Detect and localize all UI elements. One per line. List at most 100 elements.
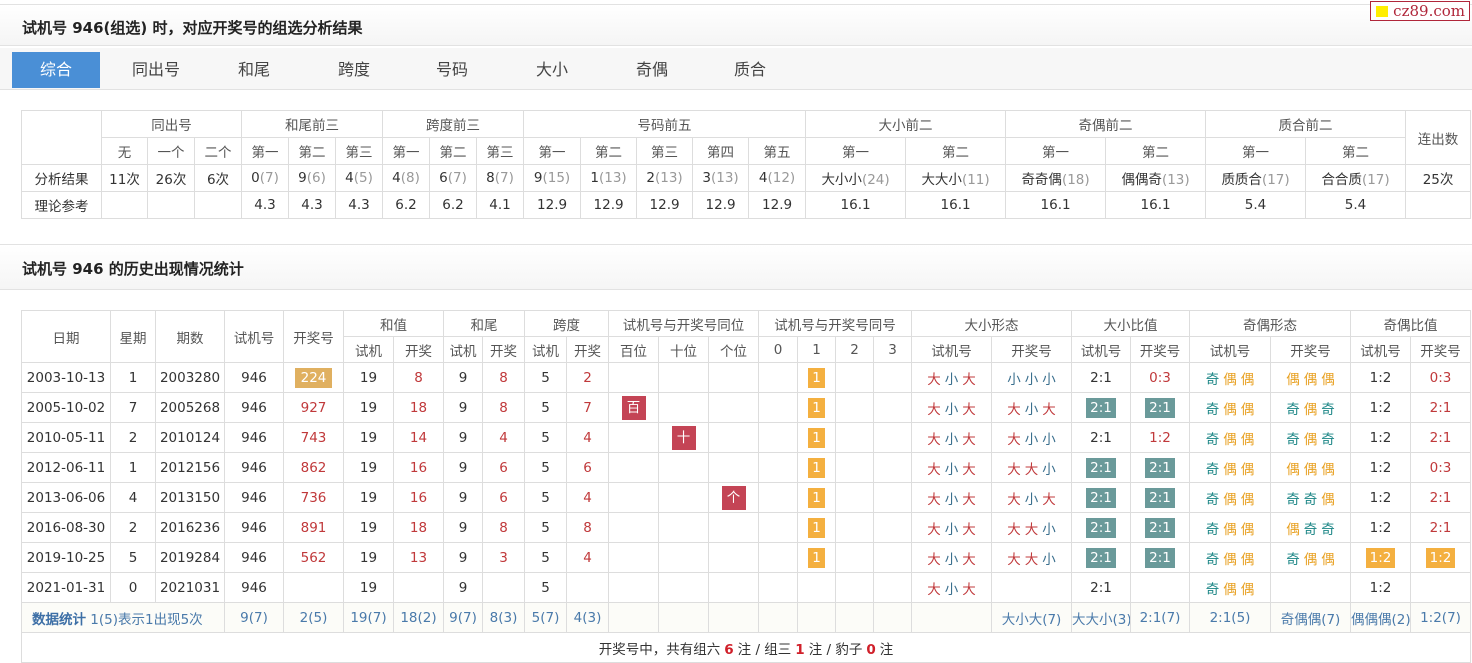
result-count: (13) bbox=[1161, 172, 1190, 188]
span-draw-cell: 4 bbox=[566, 422, 609, 453]
tail-test-cell-value: 9 bbox=[458, 429, 468, 446]
pattern-char: 偶 bbox=[1286, 371, 1300, 388]
date-cell: 2016-08-30 bbox=[21, 512, 111, 543]
span-test-cell-value: 5 bbox=[541, 579, 550, 596]
pattern-char: 小 bbox=[944, 581, 959, 598]
sub-header: 第一 bbox=[805, 137, 907, 165]
bs-shape-test-cell: 大小大 bbox=[911, 512, 993, 543]
bs-shape-draw-cell: 大小小 bbox=[991, 422, 1073, 453]
sum-test-cell-value: 19 bbox=[359, 519, 378, 536]
bs-ratio-draw-cell-value: 2:1 bbox=[1145, 457, 1175, 478]
oe-ratio-test-cell-value: 1:2 bbox=[1369, 489, 1392, 506]
same-number-cell bbox=[758, 542, 799, 573]
oe-ratio-test-cell: 1:2 bbox=[1350, 482, 1412, 513]
tail-test-cell-value: 9 bbox=[458, 369, 468, 386]
bs-shape-draw-cell: 小小小 bbox=[991, 362, 1073, 393]
footer-z3_label: 注 / 组三 bbox=[737, 641, 792, 658]
span-draw-cell-value: 7 bbox=[583, 399, 592, 416]
span-test-cell: 5 bbox=[524, 422, 567, 453]
oe-ratio-test-cell: 1:2 bbox=[1350, 362, 1412, 393]
same-number-cell bbox=[835, 542, 875, 573]
oe-shape-test-cell: 奇偶偶 bbox=[1189, 542, 1272, 573]
span-test-cell: 5 bbox=[524, 452, 567, 483]
sub-header: 第一 bbox=[1205, 137, 1307, 165]
weekday-cell-value: 7 bbox=[128, 399, 138, 416]
pattern-char: 大 bbox=[1007, 431, 1021, 448]
test-number-cell-value: 946 bbox=[241, 369, 267, 386]
oe-ratio-test-cell: 1:2 bbox=[1350, 392, 1412, 423]
test-number-cell: 946 bbox=[224, 392, 284, 423]
result-value: 25次 bbox=[1422, 172, 1454, 188]
pattern-char: 小 bbox=[1042, 371, 1056, 388]
sub-header: 第三 bbox=[636, 137, 694, 165]
same-number-cell bbox=[835, 512, 875, 543]
same-number-cell: 1 bbox=[797, 422, 837, 453]
span-draw-cell: 2 bbox=[566, 362, 609, 393]
oe-shape-draw-cell: 奇偶奇 bbox=[1270, 422, 1352, 453]
pattern-text: 偶偶偶 bbox=[1284, 462, 1337, 478]
group-header: 号码前五 bbox=[523, 110, 807, 138]
site-logo[interactable]: cz89.com bbox=[1370, 1, 1470, 21]
same-number-cell bbox=[758, 512, 799, 543]
test-number-cell: 946 bbox=[224, 362, 284, 393]
pattern-char: 奇 bbox=[1321, 401, 1335, 418]
pattern-text: 大大小 bbox=[1005, 462, 1058, 478]
summary-sub-row: 无一个 二个 第一 第二 第三 第一 第二 第三 第一 第二 第三 第四 第五 第一 第二 第一 第二 第一 第二 bbox=[22, 137, 1471, 165]
date-cell-value: 2003-10-13 bbox=[26, 369, 106, 386]
tab-0[interactable]: 综合 bbox=[12, 52, 100, 88]
footer-z3: 1 bbox=[795, 641, 805, 658]
same-position-cell bbox=[608, 482, 659, 513]
span-test-cell-value: 5 bbox=[541, 489, 550, 506]
theory-cell: 12.9 bbox=[748, 191, 807, 219]
pattern-char: 小 bbox=[1042, 461, 1056, 478]
pattern-char: 大 bbox=[962, 581, 976, 598]
tab-1[interactable]: 同出号 bbox=[131, 60, 180, 79]
sub-test: 试机 bbox=[524, 336, 567, 363]
issue-cell-value: 2005268 bbox=[159, 399, 221, 416]
weekday-cell: 7 bbox=[110, 392, 156, 423]
pattern-char: 大 bbox=[962, 551, 976, 568]
tab-6[interactable]: 奇偶 bbox=[635, 60, 668, 79]
sub-num: 2 bbox=[835, 336, 875, 363]
test-number-cell-value: 946 bbox=[241, 579, 267, 596]
group-header: 同出号 bbox=[100, 110, 243, 138]
pattern-text: 奇偶偶 bbox=[1204, 402, 1257, 418]
pattern-char: 大 bbox=[927, 461, 941, 478]
same-number-cell bbox=[873, 572, 913, 603]
bs-ratio-test-cell-value: 2:1 bbox=[1086, 487, 1116, 508]
tail-test-cell-value: 9 bbox=[458, 519, 468, 536]
pattern-char: 偶 bbox=[1223, 401, 1237, 418]
sum-draw-cell: 16 bbox=[393, 452, 444, 483]
tab-4[interactable]: 号码 bbox=[435, 60, 468, 79]
bs-ratio-draw-cell-value: 2:1 bbox=[1145, 487, 1175, 508]
tab-5[interactable]: 大小 bbox=[535, 60, 568, 79]
tab-3[interactable]: 跨度 bbox=[337, 60, 370, 79]
same-position-cell bbox=[707, 392, 760, 423]
span-draw-cell-value: 2 bbox=[583, 369, 592, 386]
result-count: (5) bbox=[353, 170, 373, 186]
tail-test-cell: 9 bbox=[443, 512, 483, 543]
sum-test-cell-value: 19 bbox=[359, 549, 378, 566]
bs-shape-draw-cell: 大大小 bbox=[991, 542, 1073, 573]
oe-ratio-test-cell: 1:2 bbox=[1350, 422, 1412, 453]
date-cell: 2021-01-31 bbox=[21, 572, 111, 603]
oe-ratio-draw-cell-value: 2:1 bbox=[1429, 489, 1452, 506]
result-cell: 4(8) bbox=[382, 164, 431, 192]
tab-7[interactable]: 质合 bbox=[733, 60, 766, 79]
pattern-char: 小 bbox=[1024, 491, 1039, 508]
pattern-char: 偶 bbox=[1223, 521, 1237, 538]
same-number-cell bbox=[758, 452, 799, 483]
tab-2[interactable]: 和尾 bbox=[237, 60, 270, 79]
tab-bar: 综合 同出号 和尾 跨度 号码 大小 奇偶 质合 bbox=[0, 48, 1472, 90]
theory-cell: 6.2 bbox=[429, 191, 478, 219]
pattern-char: 小 bbox=[1024, 371, 1039, 388]
stats-cell: 大大小(3) bbox=[1071, 602, 1132, 633]
pattern-char: 偶 bbox=[1240, 371, 1255, 388]
span-draw-cell-value: 4 bbox=[583, 429, 592, 446]
sum-draw-cell: 14 bbox=[393, 422, 444, 453]
sub-pos: 个位 bbox=[707, 336, 760, 363]
pattern-char: 偶 bbox=[1240, 461, 1255, 478]
pattern-char: 大 bbox=[962, 371, 976, 388]
pattern-char: 大 bbox=[1024, 461, 1039, 478]
date-cell: 2019-10-25 bbox=[21, 542, 111, 573]
